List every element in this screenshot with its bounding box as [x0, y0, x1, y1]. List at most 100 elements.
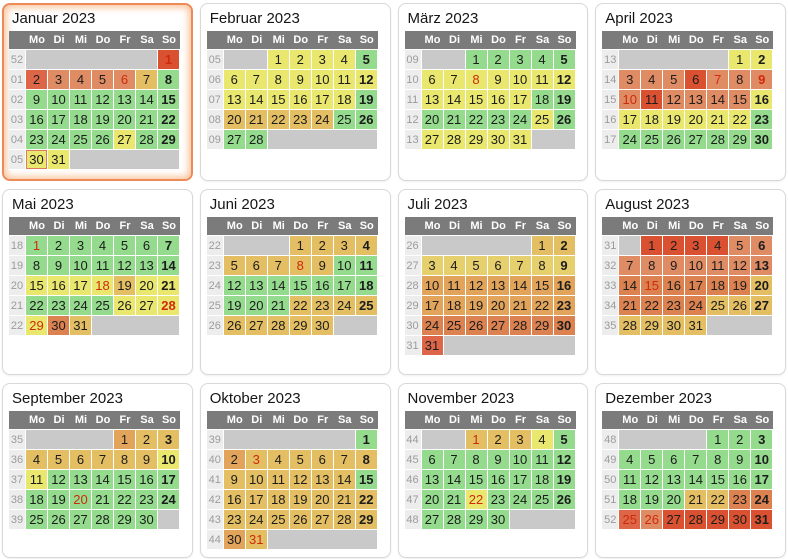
- day-cell[interactable]: 6: [245, 256, 268, 276]
- day-cell[interactable]: 13: [70, 470, 92, 490]
- day-cell[interactable]: 30: [48, 316, 70, 336]
- day-cell[interactable]: 25: [531, 110, 554, 130]
- day-cell[interactable]: 18: [333, 90, 356, 110]
- day-cell[interactable]: 27: [114, 130, 136, 150]
- day-cell[interactable]: 26: [48, 510, 70, 530]
- day-cell[interactable]: 19: [641, 490, 664, 510]
- day-cell[interactable]: 23: [663, 296, 686, 316]
- day-cell[interactable]: 13: [223, 90, 246, 110]
- day-cell[interactable]: 3: [245, 450, 268, 470]
- day-cell[interactable]: 13: [751, 256, 774, 276]
- day-cell[interactable]: 7: [245, 70, 268, 90]
- day-cell[interactable]: 4: [70, 70, 92, 90]
- day-cell[interactable]: 25: [70, 130, 92, 150]
- day-cell[interactable]: 8: [465, 70, 488, 90]
- day-cell[interactable]: 1: [531, 236, 554, 256]
- day-cell[interactable]: 7: [509, 256, 532, 276]
- day-cell[interactable]: 28: [136, 130, 158, 150]
- day-cell[interactable]: 5: [289, 450, 312, 470]
- day-cell[interactable]: 4: [92, 236, 114, 256]
- day-cell[interactable]: 10: [509, 450, 532, 470]
- day-cell[interactable]: 17: [619, 110, 642, 130]
- day-cell[interactable]: 3: [311, 50, 334, 70]
- day-cell[interactable]: 11: [641, 90, 664, 110]
- day-cell[interactable]: 16: [26, 110, 48, 130]
- day-cell[interactable]: 15: [114, 470, 136, 490]
- day-cell[interactable]: 13: [114, 90, 136, 110]
- day-cell[interactable]: 19: [729, 276, 752, 296]
- day-cell[interactable]: 15: [707, 470, 730, 490]
- day-cell[interactable]: 24: [685, 296, 708, 316]
- day-cell[interactable]: 5: [355, 50, 378, 70]
- day-cell[interactable]: 26: [641, 510, 664, 530]
- day-cell[interactable]: 7: [333, 450, 356, 470]
- day-cell[interactable]: 21: [267, 296, 290, 316]
- day-cell[interactable]: 4: [619, 450, 642, 470]
- day-cell[interactable]: 9: [26, 90, 48, 110]
- day-cell[interactable]: 20: [223, 110, 246, 130]
- day-cell[interactable]: 14: [619, 276, 642, 296]
- day-cell[interactable]: 17: [421, 296, 444, 316]
- day-cell[interactable]: 18: [70, 110, 92, 130]
- day-cell[interactable]: 14: [509, 276, 532, 296]
- day-cell[interactable]: 27: [663, 510, 686, 530]
- day-cell[interactable]: 18: [26, 490, 48, 510]
- day-cell[interactable]: 18: [641, 110, 664, 130]
- day-cell[interactable]: 14: [443, 470, 466, 490]
- day-cell[interactable]: 17: [158, 470, 180, 490]
- day-cell[interactable]: 8: [114, 450, 136, 470]
- day-cell[interactable]: 25: [619, 510, 642, 530]
- day-cell[interactable]: 2: [26, 70, 48, 90]
- day-cell[interactable]: 15: [267, 90, 290, 110]
- day-cell[interactable]: 12: [553, 450, 576, 470]
- day-cell[interactable]: 9: [487, 450, 510, 470]
- day-cell[interactable]: 1: [707, 430, 730, 450]
- day-cell[interactable]: 6: [311, 450, 334, 470]
- day-cell[interactable]: 19: [223, 296, 246, 316]
- day-cell[interactable]: 1: [641, 236, 664, 256]
- day-cell[interactable]: 8: [355, 450, 378, 470]
- day-cell[interactable]: 6: [70, 450, 92, 470]
- day-cell[interactable]: 25: [267, 510, 290, 530]
- day-cell[interactable]: 19: [465, 296, 488, 316]
- day-cell[interactable]: 23: [223, 510, 246, 530]
- day-cell[interactable]: 27: [70, 510, 92, 530]
- day-cell[interactable]: 9: [553, 256, 576, 276]
- day-cell[interactable]: 15: [641, 276, 664, 296]
- day-cell[interactable]: 25: [707, 296, 730, 316]
- day-cell[interactable]: 31: [751, 510, 774, 530]
- day-cell[interactable]: 23: [729, 490, 752, 510]
- day-cell[interactable]: 11: [92, 256, 114, 276]
- day-cell[interactable]: 28: [685, 510, 708, 530]
- day-cell[interactable]: 16: [553, 276, 576, 296]
- day-cell[interactable]: 17: [48, 110, 70, 130]
- day-cell[interactable]: 9: [289, 70, 312, 90]
- day-cell[interactable]: 28: [509, 316, 532, 336]
- day-cell[interactable]: 6: [421, 70, 444, 90]
- day-cell[interactable]: 23: [311, 296, 334, 316]
- day-cell[interactable]: 12: [553, 70, 576, 90]
- day-cell[interactable]: 24: [70, 296, 92, 316]
- day-cell[interactable]: 11: [26, 470, 48, 490]
- day-cell[interactable]: 28: [619, 316, 642, 336]
- day-cell[interactable]: 26: [553, 110, 576, 130]
- day-cell[interactable]: 24: [509, 110, 532, 130]
- day-cell[interactable]: 15: [531, 276, 554, 296]
- day-cell[interactable]: 21: [619, 296, 642, 316]
- day-cell[interactable]: 9: [663, 256, 686, 276]
- day-cell[interactable]: 16: [48, 276, 70, 296]
- day-cell[interactable]: 29: [531, 316, 554, 336]
- day-cell[interactable]: 4: [443, 256, 466, 276]
- day-cell[interactable]: 3: [70, 236, 92, 256]
- day-cell[interactable]: 31: [685, 316, 708, 336]
- day-cell[interactable]: 24: [751, 490, 774, 510]
- day-cell[interactable]: 28: [92, 510, 114, 530]
- day-cell[interactable]: 21: [92, 490, 114, 510]
- day-cell[interactable]: 25: [531, 490, 554, 510]
- day-cell[interactable]: 1: [267, 50, 290, 70]
- day-cell[interactable]: 21: [443, 490, 466, 510]
- day-cell[interactable]: 10: [245, 470, 268, 490]
- day-cell[interactable]: 25: [26, 510, 48, 530]
- day-cell[interactable]: 2: [223, 450, 246, 470]
- day-cell[interactable]: 11: [531, 450, 554, 470]
